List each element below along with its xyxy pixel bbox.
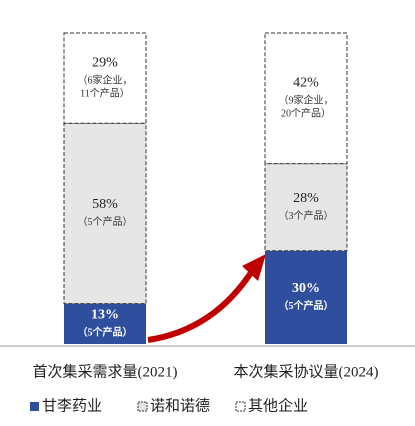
segment-note: 11个产品）: [80, 86, 130, 99]
segment-note: （5个产品）: [279, 299, 334, 312]
bar-segment: [264, 32, 348, 165]
legend-label: 甘李药业: [42, 397, 102, 414]
arrow-head: [242, 254, 266, 281]
x-tick-label: 本次集采协议量(2024): [234, 363, 379, 380]
segment-note: （5个产品）: [78, 215, 133, 228]
segment-note: （5个产品）: [78, 326, 133, 339]
value-label: 29%: [92, 55, 118, 70]
bar-segment: [63, 32, 147, 124]
value-label: 30%: [292, 281, 320, 296]
bar-segment: [64, 303, 146, 344]
legend-label: 其他企业: [248, 396, 308, 414]
arrow: [147, 266, 257, 343]
segment-note: （3个产品）: [279, 209, 334, 222]
legend-swatch: [30, 402, 39, 411]
value-label: 42%: [293, 76, 319, 91]
segment-note: （6家企业，: [78, 73, 133, 86]
legend-label: 诺和诺德: [150, 396, 210, 414]
bar-segment: [265, 250, 347, 344]
value-label: 58%: [92, 197, 118, 212]
bar-segment: [264, 163, 348, 252]
x-tick-label: 首次集采需求量(2021): [33, 363, 178, 380]
segment-note: 20个产品）: [281, 107, 331, 120]
segment-note: （9家企业，: [279, 94, 334, 107]
value-label: 13%: [91, 308, 119, 323]
legend-swatch: [235, 401, 246, 412]
value-label: 28%: [293, 191, 319, 206]
legend-swatch: [137, 401, 148, 412]
bar-segment: [63, 122, 147, 305]
